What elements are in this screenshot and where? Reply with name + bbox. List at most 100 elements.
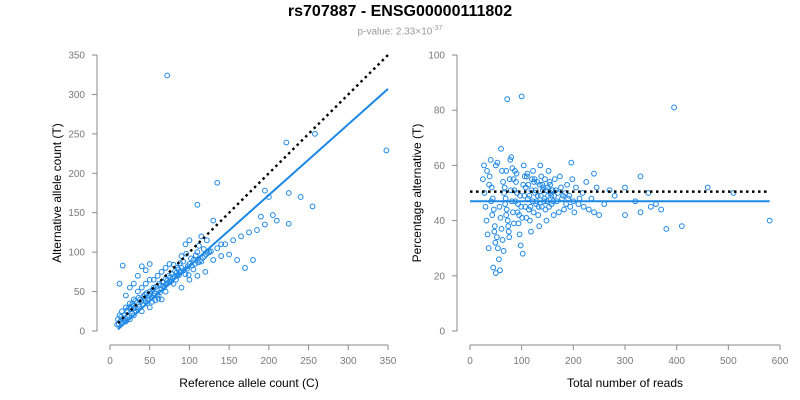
right-x-axis-label: Total number of reads bbox=[567, 376, 683, 390]
right-data-point bbox=[493, 234, 500, 241]
right-data-point bbox=[653, 201, 659, 207]
left-data-point bbox=[192, 252, 199, 259]
left-x-tick-label: 250 bbox=[300, 356, 317, 367]
left-x-tick-label: 100 bbox=[181, 356, 198, 367]
right-data-point bbox=[611, 192, 618, 199]
left-data-point bbox=[180, 267, 187, 274]
right-data-point bbox=[550, 212, 557, 218]
right-data-point bbox=[622, 212, 628, 218]
left-data-point bbox=[196, 257, 203, 264]
right-data-point bbox=[530, 168, 536, 174]
right-y-tick-label: 40 bbox=[434, 216, 446, 227]
right-data-point bbox=[503, 206, 510, 213]
left-data-point bbox=[188, 255, 194, 262]
right-data-point bbox=[511, 220, 517, 227]
right-data-point bbox=[503, 168, 510, 174]
right-data-point bbox=[491, 228, 498, 235]
right-data-point bbox=[622, 184, 628, 191]
left-data-point bbox=[234, 257, 240, 263]
left-data-point bbox=[186, 237, 193, 244]
right-data-point bbox=[537, 162, 544, 169]
right-data-point bbox=[492, 239, 499, 246]
right-data-point bbox=[505, 223, 512, 230]
left-data-point bbox=[172, 268, 179, 274]
left-data-point bbox=[383, 147, 390, 154]
left-data-point bbox=[138, 284, 145, 291]
right-data-point bbox=[532, 187, 539, 194]
right-data-point bbox=[490, 206, 497, 213]
right-data-point bbox=[561, 206, 567, 213]
chart-subtitle: p-value: 2.33×10-37 bbox=[0, 25, 800, 37]
left-x-tick-label: 150 bbox=[221, 356, 238, 367]
left-data-point bbox=[176, 272, 183, 278]
right-data-point bbox=[506, 234, 513, 241]
left-data-point bbox=[210, 217, 217, 224]
right-data-point bbox=[658, 206, 665, 213]
left-y-tick-label: 50 bbox=[74, 287, 86, 298]
left-y-tick-label: 200 bbox=[68, 169, 85, 180]
left-y-tick-label: 150 bbox=[68, 208, 85, 219]
right-data-point bbox=[495, 245, 501, 252]
left-data-point bbox=[138, 298, 144, 305]
right-data-point bbox=[507, 156, 514, 163]
right-data-point bbox=[499, 168, 505, 174]
right-data-point bbox=[527, 203, 534, 210]
right-data-point bbox=[500, 248, 507, 254]
right-data-point bbox=[516, 231, 523, 238]
right-data-point bbox=[637, 209, 644, 216]
right-data-point bbox=[513, 179, 519, 185]
right-data-point bbox=[517, 192, 524, 199]
right-data-point bbox=[496, 203, 503, 210]
left-y-tick-label: 100 bbox=[68, 248, 85, 259]
right-data-point bbox=[517, 242, 524, 249]
left-data-point bbox=[142, 267, 149, 274]
left-data-point bbox=[261, 221, 268, 228]
right-data-point bbox=[568, 159, 575, 166]
left-data-point bbox=[269, 212, 276, 218]
left-data-point bbox=[142, 280, 149, 287]
pvalue-text: p-value: 2.33×10 bbox=[357, 26, 433, 38]
right-data-point bbox=[531, 179, 537, 185]
left-data-point bbox=[309, 203, 316, 210]
right-data-point bbox=[499, 237, 506, 243]
right-data-point bbox=[585, 206, 592, 213]
right-data-point bbox=[542, 176, 548, 183]
right-data-point bbox=[534, 192, 541, 199]
left-y-tick-label: 300 bbox=[68, 90, 85, 101]
right-data-point bbox=[593, 184, 600, 191]
right-data-point bbox=[502, 195, 509, 202]
left-data-point bbox=[153, 286, 160, 293]
right-data-point bbox=[591, 209, 597, 216]
right-data-point bbox=[519, 214, 526, 221]
right-data-point bbox=[527, 217, 533, 224]
right-data-point bbox=[573, 184, 579, 191]
right-data-point bbox=[579, 190, 586, 196]
right-data-point bbox=[482, 203, 489, 210]
right-x-tick-label: 300 bbox=[617, 356, 634, 367]
right-data-point bbox=[567, 203, 574, 210]
right-data-point bbox=[526, 192, 533, 199]
left-data-point bbox=[285, 190, 292, 196]
right-data-point bbox=[546, 179, 553, 185]
right-data-point bbox=[551, 192, 558, 199]
left-data-point bbox=[222, 241, 229, 248]
left-y-tick-label: 250 bbox=[68, 129, 85, 140]
left-data-point bbox=[126, 284, 133, 291]
right-data-point bbox=[504, 217, 511, 224]
left-data-point bbox=[152, 297, 159, 304]
right-data-point bbox=[538, 203, 545, 210]
pvalue-exponent: -37 bbox=[432, 25, 443, 32]
right-data-point bbox=[484, 231, 491, 238]
right-data-point bbox=[490, 264, 497, 271]
right-data-point bbox=[483, 217, 490, 224]
right-data-point bbox=[637, 173, 644, 180]
right-data-point bbox=[549, 187, 556, 194]
left-data-point bbox=[226, 251, 233, 258]
right-data-point bbox=[588, 195, 595, 202]
left-data-point bbox=[194, 249, 201, 256]
right-data-point bbox=[596, 212, 603, 218]
left-data-point bbox=[214, 179, 221, 186]
left-data-point bbox=[250, 257, 256, 263]
left-x-tick-label: 200 bbox=[261, 356, 278, 367]
